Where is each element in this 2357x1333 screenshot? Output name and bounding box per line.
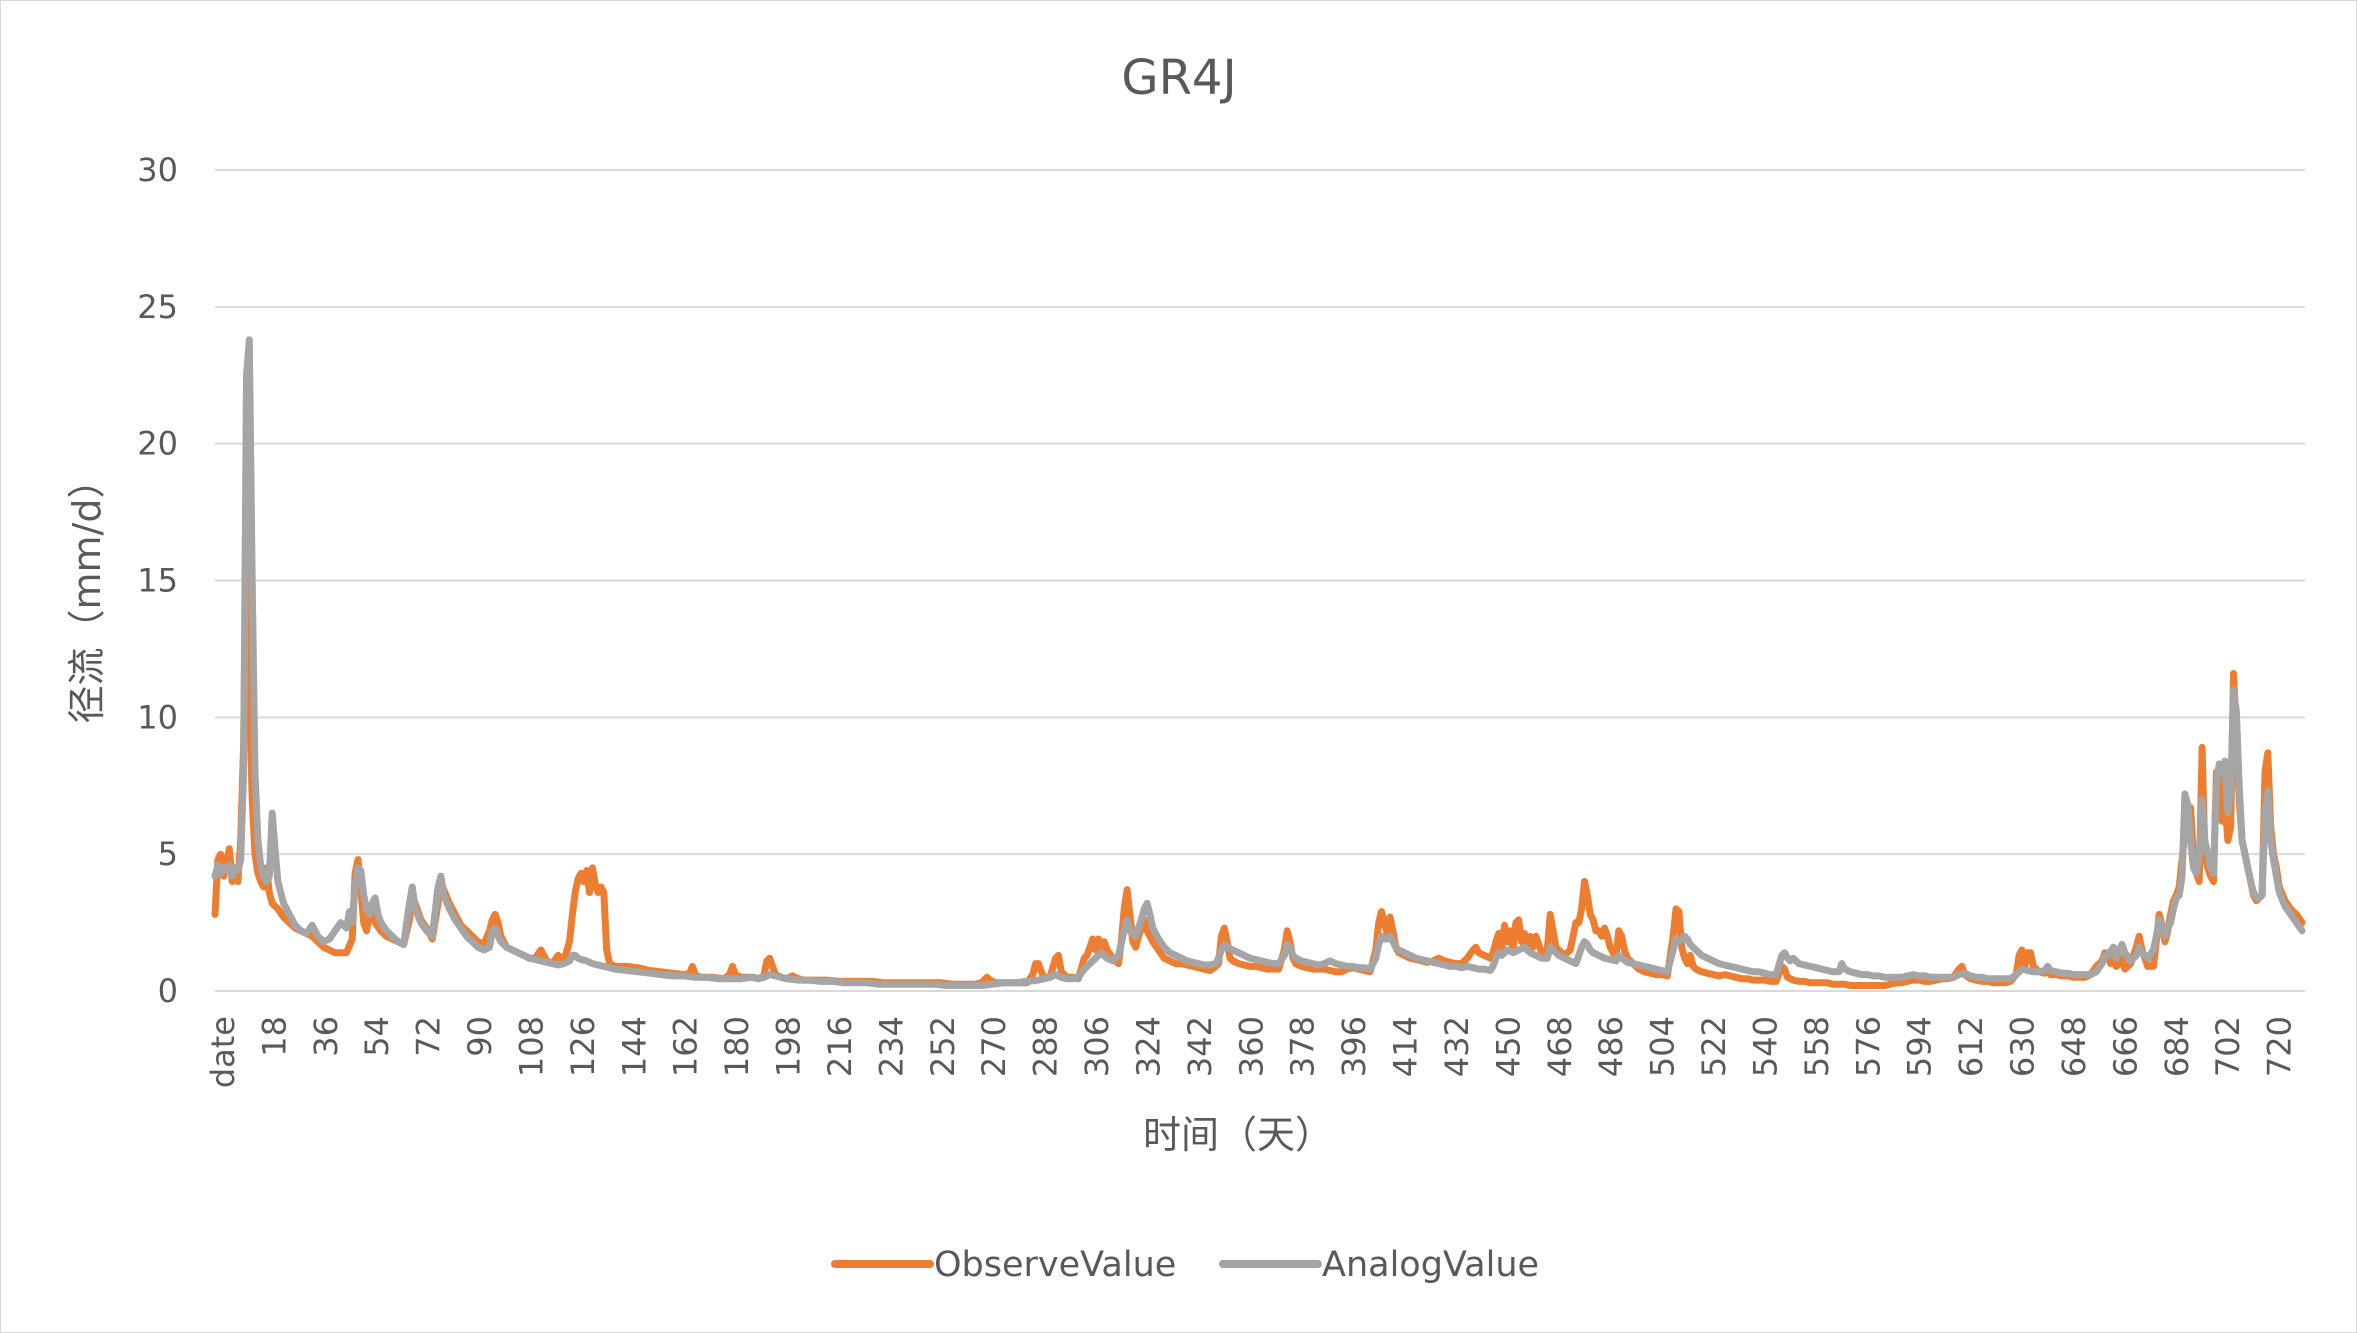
y-tick-label: 5 bbox=[158, 835, 178, 873]
series-line-analogvalue bbox=[211, 336, 2306, 989]
x-tick-label: 378 bbox=[1284, 1016, 1322, 1077]
x-tick-label: 486 bbox=[1592, 1016, 1630, 1077]
x-tick-label: 144 bbox=[615, 1016, 653, 1077]
y-tick-label: 0 bbox=[158, 972, 178, 1010]
x-tick-label: 666 bbox=[2106, 1016, 2144, 1077]
series-line-observevalue bbox=[211, 494, 2306, 989]
series-lines bbox=[211, 336, 2306, 989]
x-tick-label: 234 bbox=[872, 1016, 910, 1077]
x-tick-label: 198 bbox=[770, 1016, 808, 1077]
x-tick-label: 504 bbox=[1644, 1016, 1682, 1077]
x-tick-label: 702 bbox=[2209, 1016, 2247, 1077]
x-tick-labels: date 18 36 54 72 90 108 126 144 162 180 198 216 234 25… bbox=[204, 1016, 2299, 1088]
x-tick-label: 630 bbox=[2004, 1016, 2042, 1077]
x-axis-title: 时间（天） bbox=[1143, 1113, 1333, 1157]
x-tick-label: 216 bbox=[821, 1016, 859, 1077]
legend-label-analogvalue: AnalogValue bbox=[1322, 1245, 1539, 1285]
x-tick-label: 594 bbox=[1901, 1016, 1939, 1077]
y-tick-label: 10 bbox=[137, 698, 178, 736]
x-tick-label: 252 bbox=[924, 1016, 962, 1077]
x-tick-label: 612 bbox=[1952, 1016, 1990, 1077]
x-tick-label: 648 bbox=[2055, 1016, 2093, 1077]
chart-title: GR4J bbox=[1121, 50, 1236, 106]
x-tick-label: 414 bbox=[1387, 1016, 1425, 1077]
x-tick-label: 306 bbox=[1078, 1016, 1116, 1077]
x-tick-label: 324 bbox=[1129, 1016, 1167, 1077]
x-tick-label: 540 bbox=[1746, 1016, 1784, 1077]
x-tick-label: 90 bbox=[461, 1016, 499, 1057]
x-tick-label: 450 bbox=[1489, 1016, 1527, 1077]
x-tick-label: 108 bbox=[512, 1016, 550, 1077]
x-tick-label: 270 bbox=[975, 1016, 1013, 1077]
x-tick-label: 468 bbox=[1541, 1016, 1579, 1077]
x-tick-label: 54 bbox=[358, 1016, 396, 1057]
x-tick-label: 126 bbox=[564, 1016, 602, 1077]
y-axis-title: 径流（mm/d） bbox=[65, 461, 109, 724]
legend: ObserveValue AnalogValue bbox=[831, 1245, 1539, 1285]
x-tick-label: 576 bbox=[1849, 1016, 1887, 1077]
y-tick-label: 15 bbox=[137, 562, 178, 600]
x-tick-label: 432 bbox=[1438, 1016, 1476, 1077]
x-tick-label: 180 bbox=[718, 1016, 756, 1077]
y-tick-labels: 0 5 10 15 20 25 30 bbox=[137, 151, 178, 1010]
x-tick-label: 720 bbox=[2261, 1016, 2299, 1077]
y-tick-label: 25 bbox=[137, 288, 178, 326]
legend-label-observevalue: ObserveValue bbox=[934, 1245, 1176, 1285]
x-tick-label: 684 bbox=[2158, 1016, 2196, 1077]
x-tick-label: 558 bbox=[1798, 1016, 1836, 1077]
x-tick-label: 396 bbox=[1335, 1016, 1373, 1077]
x-tick-label: 288 bbox=[1027, 1016, 1065, 1077]
y-tick-label: 30 bbox=[137, 151, 178, 189]
x-tick-label: 72 bbox=[410, 1016, 448, 1057]
x-tick-label: 36 bbox=[307, 1016, 345, 1057]
y-tick-label: 20 bbox=[137, 425, 178, 463]
x-tick-label: date bbox=[204, 1016, 242, 1088]
x-tick-label: 360 bbox=[1232, 1016, 1270, 1077]
x-tick-label: 18 bbox=[255, 1016, 293, 1057]
x-tick-label: 522 bbox=[1695, 1016, 1733, 1077]
gridlines bbox=[215, 169, 2305, 992]
x-tick-label: 162 bbox=[667, 1016, 705, 1077]
x-tick-label: 342 bbox=[1181, 1016, 1219, 1077]
